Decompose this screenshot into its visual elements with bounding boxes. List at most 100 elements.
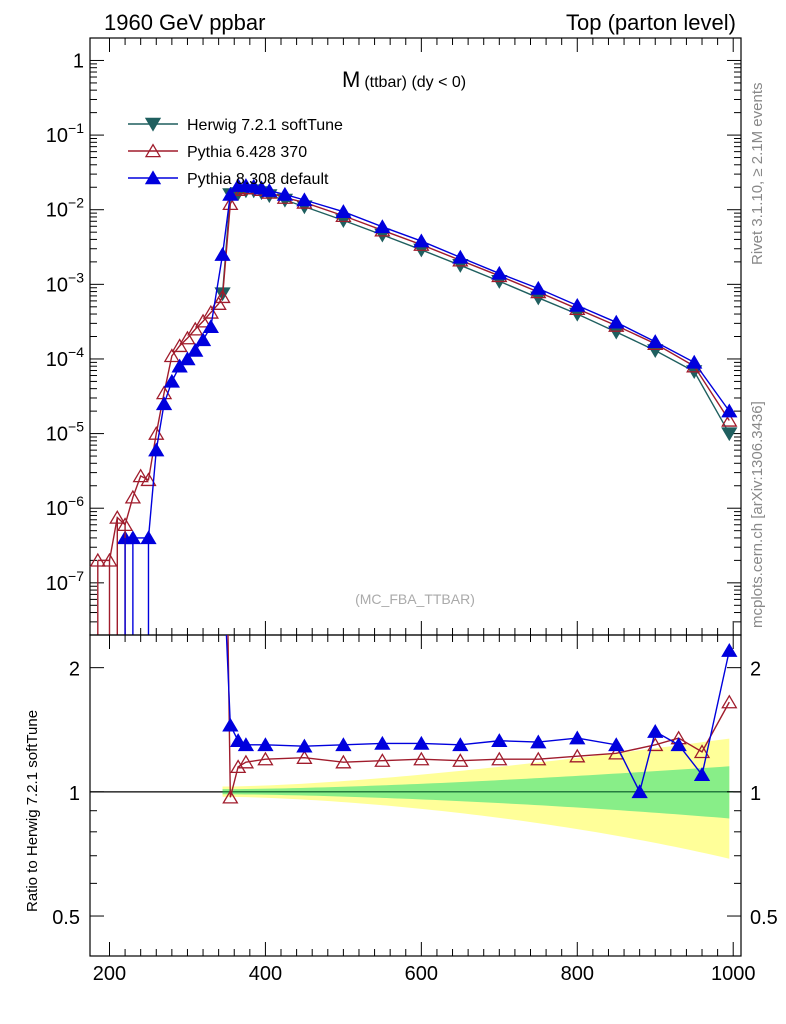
ratio-pythia6-point [257, 751, 274, 766]
main-herwig-series [214, 184, 738, 442]
ratio-pythia6-point [693, 744, 711, 759]
main-panel: 1 10−1 10−2 10−3 10−4 10−5 10−6 10−7 M (ttbar) (… [46, 37, 742, 636]
ratio-y-tick-label-right: 1 [750, 783, 761, 805]
ratio-pythia6-point [452, 753, 469, 767]
x-tick-label: 800 [561, 963, 594, 985]
legend-pythia6-marker [144, 143, 162, 158]
energy-label: 1960 GeV ppbar [104, 10, 265, 35]
ratio-pythia8-point [670, 737, 687, 752]
legend-pythia8-label: Pythia 8.308 default [187, 171, 329, 188]
ratio-pythia6-point [335, 754, 352, 769]
ratio-y-tick-label-left: 2 [69, 659, 80, 681]
y-tick-label: 10−5 [46, 419, 84, 446]
y-tick-label: 10−1 [46, 120, 84, 147]
y-tick-label: 10−3 [46, 269, 84, 296]
main-pythia8-point [530, 280, 547, 295]
main-pythia8-point [335, 204, 352, 218]
process-label: Top (parton level) [566, 10, 736, 35]
main-pythia8-point [222, 186, 239, 201]
chart-title-sub: (ttbar) (dy < 0) [364, 74, 466, 91]
main-herwig-line [221, 189, 730, 434]
ratio-pythia6-point [222, 789, 239, 804]
ratio-pythia6-point [374, 753, 391, 767]
main-pythia8-point [686, 354, 703, 369]
main-herwig-point [721, 427, 738, 442]
y-tick-label: 10−2 [46, 195, 84, 222]
main-pythia8-point [148, 442, 165, 457]
ratio-pythia8-point [491, 733, 508, 748]
main-pythia8-point [608, 314, 625, 329]
ratio-pythia6-point [237, 754, 255, 769]
ratio-pythia6-point [296, 750, 313, 764]
ratio-pythia8-point [229, 733, 247, 748]
ratio-pythia8-point [530, 734, 547, 749]
ratio-pythia6-point [229, 759, 247, 774]
ratio-pythia8-point [237, 737, 255, 752]
ratio-pythia8-point [335, 737, 352, 752]
ratio-pythia8-point [222, 717, 239, 732]
main-pythia6-point [194, 313, 212, 328]
ratio-pythia8-point [296, 738, 313, 753]
main-pythia8-point [202, 319, 219, 334]
ratio-pythia8-point [374, 735, 391, 750]
mcplots-label: mcplots.cern.ch [arXiv:1306.3436] [749, 401, 766, 628]
legend-herwig-label: Herwig 7.2.1 softTune [187, 117, 343, 134]
main-pythia6-point [214, 289, 231, 304]
main-pythia8-point [491, 265, 508, 280]
main-pythia6-point [140, 472, 157, 487]
main-pythia6-point [163, 348, 180, 363]
main-pythia8-series [116, 178, 738, 545]
main-pythia8-point [194, 332, 212, 347]
ratio-pythia8-point [413, 735, 430, 750]
main-pythia8-point [276, 186, 294, 201]
x-tick-label: 1000 [711, 963, 756, 985]
main-pythia6-point [171, 338, 188, 353]
ratio-pythia6-point [413, 751, 430, 766]
ratio-pythia6-point [491, 751, 508, 766]
main-pythia8-point [155, 396, 173, 411]
ratio-pythia8-point [721, 643, 738, 657]
rivet-label: Rivet 3.1.10, ≥ 2.1M events [749, 83, 766, 266]
main-pythia8-point [569, 297, 586, 312]
main-pythia6-point [179, 330, 196, 345]
ratio-pythia6-point [530, 751, 547, 766]
x-tick-label: 400 [249, 963, 282, 985]
ratio-pythia8-series [222, 634, 738, 799]
main-pythia6-point [202, 304, 219, 319]
legend-pythia8-marker [144, 170, 162, 185]
ratio-y-tick-label-right: 2 [750, 659, 761, 681]
main-pythia8-line [125, 184, 730, 539]
ratio-plot-frame [89, 634, 742, 957]
y-tick-label: 10−7 [46, 568, 84, 595]
main-pythia6-point [721, 412, 738, 427]
ratio-y-tick-label-left: 0.5 [52, 907, 80, 929]
ratio-panel: 0.5 0.5 1 1 2 2 Ratio to Herwig 7.2.1 softTun… [24, 634, 778, 957]
legend-herwig-marker [144, 117, 162, 132]
main-pythia6-point [187, 321, 204, 336]
chart-title: M (ttbar) (dy < 0) [342, 67, 466, 92]
analysis-tag: (MC_FBA_TTBAR) [355, 591, 475, 607]
main-pythia8-point [261, 183, 278, 197]
main-pythia6-series [89, 180, 738, 567]
main-pythia8-point [214, 247, 231, 261]
ratio-pythia6-line [227, 634, 730, 798]
ratio-pythia8-point [631, 784, 648, 799]
main-pythia6-point [222, 196, 239, 211]
main-pythia8-point [452, 249, 469, 264]
legend: Herwig 7.2.1 softTune Pythia 6.428 370 Pyt… [128, 117, 343, 188]
y-tick-label: 10−4 [46, 344, 84, 371]
ratio-pythia8-point [693, 767, 711, 782]
ratio-y-tick-label-left: 1 [69, 783, 80, 805]
ratio-y-axis-label: Ratio to Herwig 7.2.1 softTune [24, 710, 41, 912]
ratio-pythia8-point [608, 737, 625, 752]
legend-pythia6-label: Pythia 6.428 370 [187, 144, 307, 161]
main-pythia8-point [163, 373, 180, 388]
main-pythia8-point [413, 233, 430, 248]
ratio-pythia6-point [569, 748, 586, 763]
ratio-pythia8-point [569, 730, 586, 745]
main-pythia6-point [132, 468, 149, 483]
main-pythia8-point [374, 219, 391, 234]
y-tick-label: 10−6 [46, 493, 84, 520]
ratio-y-tick-label-right: 0.5 [750, 907, 778, 929]
